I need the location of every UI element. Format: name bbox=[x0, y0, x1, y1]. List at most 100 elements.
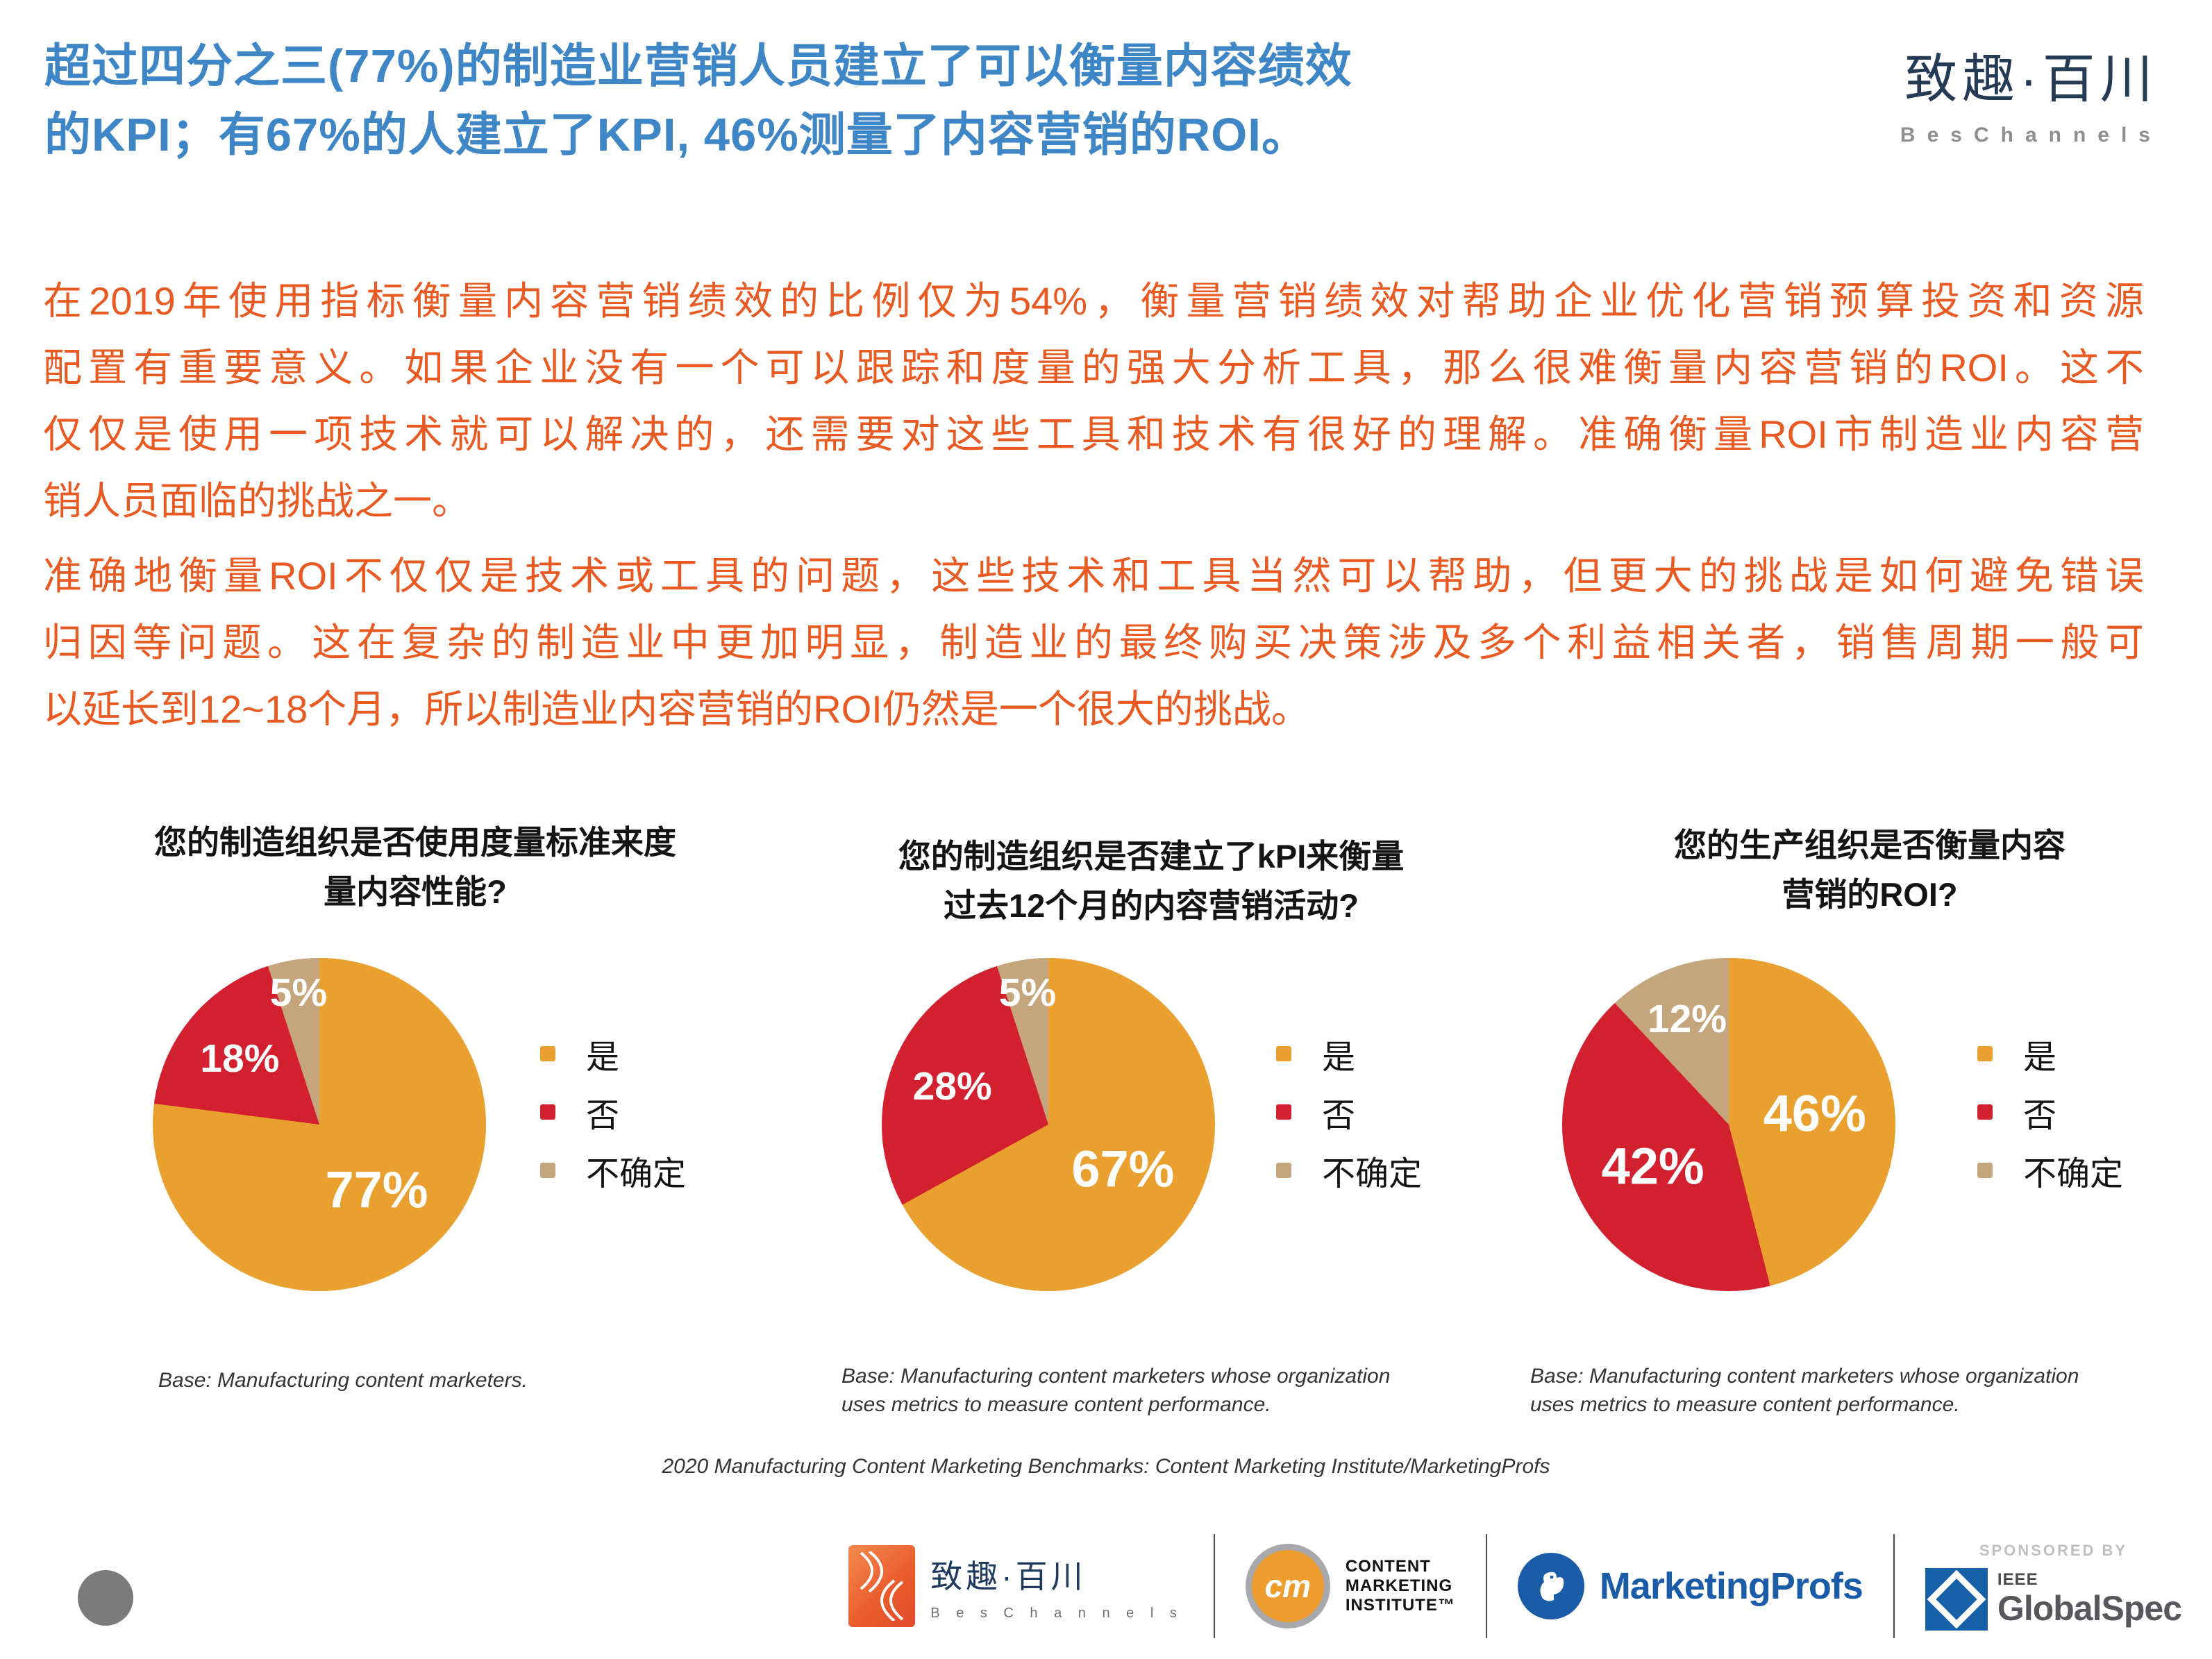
cmi-logo: cm CONTENT MARKETING INSTITUTE™ bbox=[1245, 1544, 1455, 1628]
cmi-abbr: cm bbox=[1264, 1568, 1312, 1604]
marketingprofs-logo: MarketingProfs bbox=[1517, 1553, 1863, 1619]
paragraph-line: 在2019年使用指标衡量内容营销绩效的比例仅为54%，衡量营销绩效对帮助企业优化… bbox=[43, 279, 2144, 323]
cmi-text-line: CONTENT bbox=[1345, 1557, 1431, 1576]
base-note-line: Base: Manufacturing content marketers wh… bbox=[1530, 1365, 2079, 1388]
pie-roi: 46% 42% 12% bbox=[1562, 958, 1895, 1291]
base-note-line: Base: Manufacturing content marketers. bbox=[158, 1369, 528, 1392]
legend-swatch-yes bbox=[540, 1046, 555, 1061]
legend-label: 是 bbox=[1322, 1039, 1356, 1076]
body-paragraph-1: 在2019年使用指标衡量内容营销绩效的比例仅为54%，衡量营销绩效对帮助企业优化… bbox=[43, 268, 2144, 534]
page-title-line2: 的KPI；有67%的人建立了KPI, 46%测量了内容营销的ROI。 bbox=[44, 109, 1309, 161]
chart-base-note: Base: Manufacturing content marketers wh… bbox=[841, 1362, 1390, 1419]
legend-item-no: 否 bbox=[1276, 1094, 1422, 1134]
page-title-line1: 超过四分之三(77%)的制造业营销人员建立了可以衡量内容绩效 bbox=[44, 40, 1352, 92]
legend-swatch-unsure bbox=[1276, 1163, 1291, 1178]
paragraph-line: 归因等问题。这在复杂的制造业中更加明显，制造业的最终购买决策涉及多个利益相关者，… bbox=[43, 621, 2144, 664]
pie-slice-label: 77% bbox=[325, 1161, 428, 1219]
globalspec-wordmark: GlobalSpec bbox=[1997, 1589, 2182, 1628]
paragraph-line: 销人员面临的挑战之一。 bbox=[43, 479, 471, 523]
legend-label: 是 bbox=[586, 1039, 620, 1076]
pie-slice-label: 5% bbox=[998, 970, 1057, 1016]
pie-kpi: 67% 28% 5% bbox=[882, 958, 1215, 1291]
chart-title: 您的生产组织是否衡量内容 营销的ROI? bbox=[1554, 820, 2186, 919]
cmi-icon: cm bbox=[1245, 1544, 1330, 1628]
paragraph-line: 准确地衡量ROI不仅仅是技术或工具的问题，这些技术和工具当然可以帮助，但更大的挑… bbox=[43, 554, 2144, 598]
legend-swatch-unsure bbox=[540, 1163, 555, 1178]
footer-divider bbox=[1213, 1534, 1215, 1638]
beschannels-ribbon-icon bbox=[860, 1551, 904, 1621]
globalspec-icon bbox=[1925, 1568, 1988, 1631]
cmi-text-line: MARKETING bbox=[1345, 1576, 1453, 1595]
chart-base-note: Base: Manufacturing content marketers wh… bbox=[1530, 1362, 2079, 1419]
ieee-label: IEEE bbox=[1997, 1570, 2038, 1589]
legend-swatch-no bbox=[1977, 1104, 1993, 1120]
footer-divider bbox=[1893, 1534, 1895, 1638]
chart-title-line: 您的制造组织是否建立了kPI来衡量 bbox=[898, 838, 1405, 875]
legend-swatch-no bbox=[1276, 1104, 1291, 1120]
legend-item-no: 否 bbox=[1977, 1094, 2123, 1134]
chart-title-line: 营销的ROI? bbox=[1782, 876, 1958, 913]
pie-slice-label: 18% bbox=[200, 1036, 280, 1081]
base-note-line: uses metrics to measure content performa… bbox=[841, 1393, 1271, 1416]
legend-label: 否 bbox=[1322, 1097, 1356, 1134]
legend-label: 不确定 bbox=[1322, 1156, 1423, 1193]
globalspec-diamond-icon bbox=[1927, 1569, 1986, 1629]
footer-logos: 致趣·百川 B e s C h a n n e l s cm CONTENT M… bbox=[848, 1527, 2182, 1645]
sponsored-by-label: SPONSORED BY bbox=[1979, 1542, 2128, 1559]
legend-item-unsure: 不确定 bbox=[1977, 1152, 2123, 1193]
pie-slice-label: 67% bbox=[1071, 1140, 1175, 1198]
chart-title-line: 您的制造组织是否使用度量标准来度 bbox=[154, 824, 676, 861]
chart-title-line: 过去12个月的内容营销活动? bbox=[944, 887, 1359, 924]
legend-item-yes: 是 bbox=[540, 1036, 686, 1076]
pie-slice-label: 42% bbox=[1601, 1137, 1704, 1195]
beschannels-logo-cn: 致趣·百川 bbox=[1904, 50, 2158, 109]
sponsor-block: SPONSORED BY IEEE GlobalSpec bbox=[1925, 1542, 2182, 1631]
chart-title: 您的制造组织是否使用度量标准来度 量内容性能? bbox=[82, 818, 748, 916]
pie-slice-label: 46% bbox=[1763, 1084, 1866, 1143]
marketingprofs-bird-icon bbox=[1517, 1553, 1584, 1619]
legend-swatch-yes bbox=[1977, 1046, 1993, 1061]
page-title: 超过四分之三(77%)的制造业营销人员建立了可以衡量内容绩效 的KPI；有67%… bbox=[44, 32, 1836, 169]
legend: 是 否 不确定 bbox=[1977, 1036, 2123, 1211]
footer-divider bbox=[1485, 1534, 1487, 1638]
legend-item-unsure: 不确定 bbox=[540, 1152, 686, 1193]
source-citation: 2020 Manufacturing Content Marketing Ben… bbox=[662, 1455, 1550, 1478]
legend-item-no: 否 bbox=[540, 1094, 686, 1134]
base-note-line: uses metrics to measure content performa… bbox=[1530, 1393, 1960, 1416]
beschannels-footer-logo: 致趣·百川 B e s C h a n n e l s bbox=[848, 1545, 1183, 1627]
legend-swatch-no bbox=[540, 1104, 555, 1120]
legend-swatch-yes bbox=[1276, 1046, 1291, 1061]
legend-item-unsure: 不确定 bbox=[1276, 1152, 1422, 1193]
legend-label: 是 bbox=[2023, 1039, 2057, 1076]
marketingprofs-wordmark: MarketingProfs bbox=[1599, 1565, 1863, 1607]
beschannels-footer-en: B e s C h a n n e l s bbox=[930, 1605, 1183, 1621]
legend-item-yes: 是 bbox=[1276, 1036, 1422, 1076]
pie-metrics: 77% 18% 5% bbox=[153, 958, 486, 1291]
beschannels-footer-cn: 致趣·百川 bbox=[930, 1558, 1087, 1594]
legend-label: 否 bbox=[586, 1097, 620, 1134]
legend-item-yes: 是 bbox=[1977, 1036, 2123, 1076]
legend-label: 不确定 bbox=[586, 1156, 687, 1193]
beschannels-logo-en: BesChannels bbox=[1900, 124, 2162, 146]
body-paragraph-2: 准确地衡量ROI不仅仅是技术或工具的问题，这些技术和工具当然可以帮助，但更大的挑… bbox=[43, 543, 2144, 743]
pie-slice-label: 5% bbox=[269, 970, 328, 1016]
chart-base-note: Base: Manufacturing content marketers. bbox=[158, 1366, 528, 1395]
beschannels-logo: 致趣·百川 BesChannels bbox=[1900, 36, 2162, 147]
base-note-line: Base: Manufacturing content marketers wh… bbox=[841, 1365, 1391, 1388]
chart-title-line: 量内容性能? bbox=[324, 873, 507, 910]
paragraph-line: 以延长到12~18个月，所以制造业内容营销的ROI仍然是一个很大的挑战。 bbox=[43, 687, 1310, 731]
legend: 是 否 不确定 bbox=[540, 1036, 686, 1211]
cmi-text-line: INSTITUTE™ bbox=[1345, 1596, 1455, 1615]
pie-slice-label: 12% bbox=[1647, 997, 1727, 1042]
paragraph-line: 配置有重要意义。如果企业没有一个可以跟踪和度量的强大分析工具，那么很难衡量内容营… bbox=[43, 346, 2144, 389]
legend-label: 不确定 bbox=[2023, 1156, 2124, 1193]
chart-title: 您的制造组织是否建立了kPI来衡量 过去12个月的内容营销活动? bbox=[818, 832, 1484, 930]
legend-label: 否 bbox=[2023, 1097, 2057, 1134]
beschannels-icon bbox=[848, 1545, 916, 1627]
pie-slice-label: 28% bbox=[912, 1064, 992, 1109]
legend-swatch-unsure bbox=[1977, 1163, 1993, 1178]
paragraph-line: 仅仅是使用一项技术就可以解决的，还需要对这些工具和技术有很好的理解。准确衡量RO… bbox=[43, 412, 2144, 456]
page-number-dot bbox=[78, 1570, 133, 1626]
legend: 是 否 不确定 bbox=[1276, 1036, 1422, 1211]
